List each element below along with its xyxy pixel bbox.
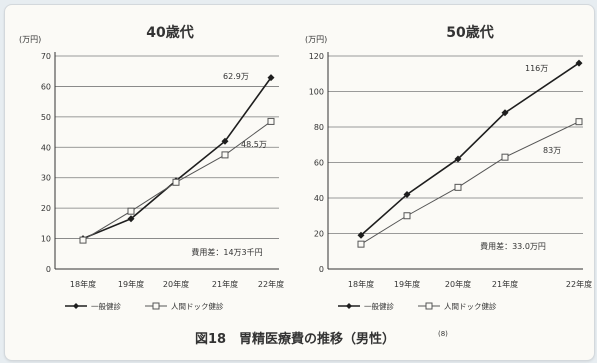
c50-y-tick-label: 0: [319, 265, 324, 274]
c50-point-series-2: [454, 183, 462, 191]
c50-x-tick-label: 18年度: [348, 279, 374, 289]
c40-x-tick-label: 20年度: [163, 279, 189, 289]
c40-legend-marker-1: [73, 303, 79, 309]
c40-legend-marker-2: [152, 302, 160, 310]
c50-point-series-2: [403, 212, 411, 220]
c50-y-tick-label: 80: [314, 123, 324, 132]
c50-legend-marker-2: [425, 302, 433, 310]
c50-point-series-2: [357, 240, 365, 248]
c40-legend-label-2: 人間ドック健診: [171, 301, 224, 311]
c40-point-series-2: [221, 151, 229, 159]
c40-y-tick-label: 50: [41, 113, 51, 122]
c50-chart-title: 50歳代: [446, 24, 493, 41]
c50-y-tick-label: 120: [309, 52, 324, 61]
c50-y-tick-label: 100: [309, 88, 324, 97]
c40-cost-difference-label: 費用差：14万3千円: [191, 247, 262, 257]
c40-x-tick-label: 19年度: [118, 279, 144, 289]
c40-y-tick-label: 0: [46, 265, 51, 274]
c50-x-tick-label: 22年度: [566, 279, 592, 289]
c40-point-series-1: [221, 137, 229, 145]
c50-y-unit-label: (万円): [305, 35, 327, 44]
c40-point-series-2: [79, 236, 87, 244]
c50-end-value-label: 116万: [525, 64, 548, 73]
c50-point-series-1: [501, 109, 509, 117]
c40-x-tick-label: 22年度: [258, 279, 284, 289]
c50-legend-label-1: 一般健診: [364, 301, 394, 311]
c40-legend-label-1: 一般健診: [91, 301, 121, 311]
c50-legend-marker-1: [346, 303, 352, 309]
c40-y-tick-label: 20: [41, 204, 51, 213]
c50-point-series-1: [403, 190, 411, 198]
c50-legend-label-2: 人間ドック健診: [444, 301, 497, 311]
c40-x-tick-label: 21年度: [212, 279, 238, 289]
c40-series-line-1: [82, 77, 272, 240]
c50-series-line-2: [360, 121, 580, 245]
figure-caption-reference: (8): [438, 330, 448, 338]
c40-y-unit-label: (万円): [19, 35, 41, 44]
c50-x-tick-label: 20年度: [445, 279, 471, 289]
c50-end-value-label: 83万: [543, 146, 561, 155]
c40-point-series-2: [267, 117, 275, 125]
c50-cost-difference-label: 費用差：33.0万円: [480, 241, 546, 251]
c40-point-series-1: [127, 215, 135, 223]
c40-point-series-2: [172, 178, 180, 186]
c40-x-tick-label: 18年度: [70, 279, 96, 289]
c50-x-tick-label: 19年度: [394, 279, 420, 289]
c50-point-series-1: [357, 231, 365, 239]
c40-end-value-label: 48.5万: [241, 140, 267, 149]
c50-point-series-1: [575, 59, 583, 67]
c50-point-series-1: [454, 155, 462, 163]
c40-point-series-1: [267, 74, 275, 82]
c40-y-tick-label: 30: [41, 174, 51, 183]
c40-y-tick-label: 70: [41, 52, 51, 61]
c50-y-tick-label: 60: [314, 159, 324, 168]
c50-point-series-2: [575, 118, 583, 126]
c40-y-tick-label: 60: [41, 82, 51, 91]
c50-x-tick-label: 21年度: [492, 279, 518, 289]
c40-end-value-label: 62.9万: [223, 72, 249, 81]
c40-chart-title: 40歳代: [146, 24, 193, 41]
figure-caption: 図18 胃精医療費の推移（男性）: [195, 331, 395, 347]
c40-y-tick-label: 10: [41, 235, 51, 244]
chart-figure: 図18 胃精医療費の推移（男性） (8) 40歳代 (万円) 0 10 20 30 40 50…: [19, 24, 592, 347]
c50-y-tick-label: 20: [314, 230, 324, 239]
c50-point-series-2: [501, 153, 509, 161]
c40-point-series-2: [127, 207, 135, 215]
c40-y-tick-label: 40: [41, 143, 51, 152]
c50-y-tick-label: 40: [314, 194, 324, 203]
chart-card: 図18 胃精医療費の推移（男性） (8) 40歳代 (万円) 0 10 20 30 40 50…: [4, 4, 595, 361]
